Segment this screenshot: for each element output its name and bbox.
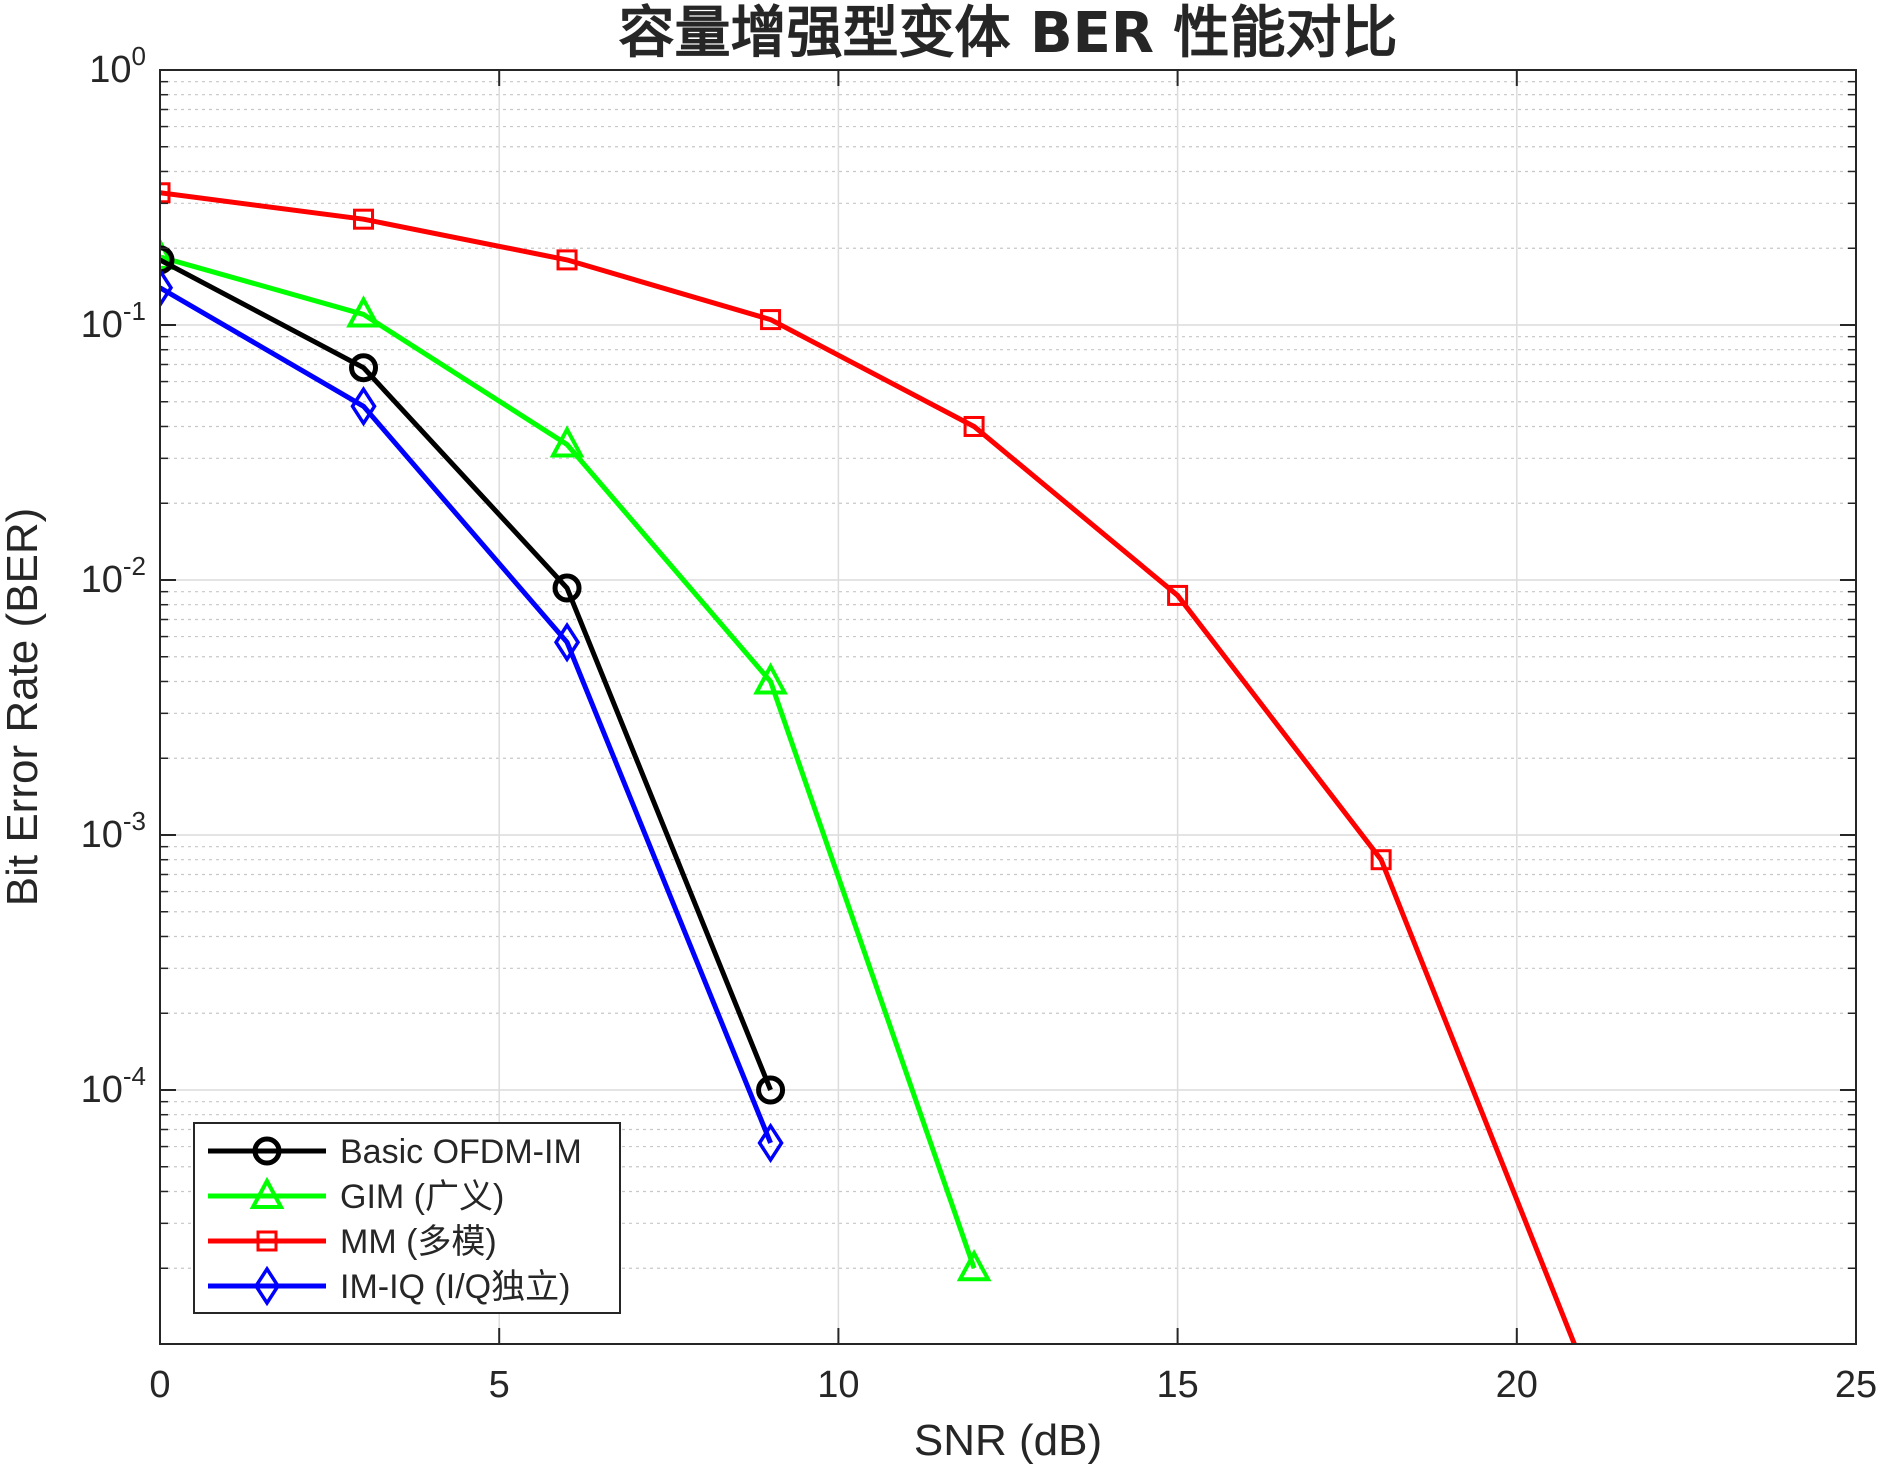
y-axis-label: Bit Error Rate (BER) — [0, 508, 47, 907]
x-tick-label: 20 — [1496, 1364, 1538, 1406]
y-tick-base: 10 — [81, 304, 123, 346]
legend-entry: GIM (广义) — [208, 1176, 504, 1216]
x-tick-labels: 0 5 10 15 20 25 — [149, 1364, 1877, 1406]
marker-circle — [756, 1075, 786, 1105]
x-tick-label: 10 — [817, 1364, 859, 1406]
marker-triangle — [160, 237, 178, 270]
x-tick-label: 0 — [149, 1364, 170, 1406]
y-tick-label: 10-4 — [81, 1061, 146, 1111]
legend-label: MM (多模) — [340, 1223, 497, 1261]
legend: Basic OFDM-IM GIM (广义) MM (多模) IM-IQ (I/Q独立… — [193, 1122, 621, 1314]
legend-entry: IM-IQ (I/Q独立) — [208, 1265, 570, 1307]
legend-entry: MM (多模) — [208, 1223, 497, 1261]
marker-diamond — [160, 267, 174, 308]
y-tick-exponent: -1 — [123, 296, 146, 326]
y-tick-base: 10 — [81, 1069, 123, 1111]
plot-frame — [159, 69, 1857, 1345]
marker-triangle — [249, 1176, 285, 1209]
marker-square — [556, 249, 578, 271]
series-line — [160, 285, 773, 1144]
marker-circle — [160, 245, 175, 275]
legend-label: Basic OFDM-IM — [340, 1133, 582, 1171]
x-tick-label: 5 — [489, 1364, 510, 1406]
marker-square — [256, 1230, 278, 1252]
y-tick-exponent: 0 — [132, 41, 146, 71]
marker-diamond — [253, 1265, 281, 1307]
y-tick-base: 10 — [81, 559, 123, 601]
series-layer — [160, 182, 1578, 1344]
legend-label: IM-IQ (I/Q独立) — [340, 1268, 570, 1306]
y-tick-label: 10-3 — [81, 806, 146, 856]
legend-box — [193, 1122, 621, 1314]
axis-ticks — [159, 69, 1857, 1344]
series-square — [160, 182, 1578, 1344]
series-triangle — [160, 237, 992, 1282]
marker-diamond — [757, 1122, 784, 1164]
x-axis-label: SNR (dB) — [914, 1416, 1102, 1465]
y-tick-exponent: -2 — [123, 551, 146, 581]
minor-grid — [160, 81, 1856, 1269]
marker-square — [353, 208, 375, 230]
series-line — [160, 254, 977, 1270]
marker-square — [963, 415, 985, 437]
marker-diamond — [350, 386, 377, 427]
marker-triangle — [549, 425, 585, 458]
series-circle — [160, 245, 786, 1105]
marker-square — [160, 182, 171, 204]
y-tick-label: 10-2 — [81, 551, 146, 601]
marker-circle — [252, 1136, 282, 1166]
series-line — [160, 257, 773, 1091]
marker-triangle — [346, 295, 381, 328]
y-tick-exponent: -3 — [123, 806, 146, 836]
marker-triangle — [956, 1249, 992, 1282]
marker-square — [760, 309, 782, 331]
legend-label: GIM (广义) — [340, 1178, 504, 1216]
marker-circle — [552, 573, 582, 603]
x-tick-label: 15 — [1156, 1364, 1198, 1406]
y-tick-base: 10 — [89, 49, 131, 91]
marker-square — [1370, 849, 1392, 871]
y-tick-label: 10-1 — [81, 296, 146, 346]
marker-square — [1167, 584, 1189, 606]
marker-triangle — [753, 662, 788, 695]
x-tick-label: 25 — [1835, 1364, 1877, 1406]
marker-circle — [349, 353, 379, 383]
series-line — [160, 190, 1578, 1344]
chart-title: 容量增强型变体 BER 性能对比 — [618, 1, 1397, 66]
marker-diamond — [553, 622, 581, 663]
y-tick-base: 10 — [81, 814, 123, 856]
legend-entry: Basic OFDM-IM — [208, 1133, 582, 1171]
series-diamond — [160, 267, 784, 1164]
y-tick-label: 100 — [89, 41, 146, 91]
y-tick-exponent: -4 — [123, 1061, 146, 1091]
